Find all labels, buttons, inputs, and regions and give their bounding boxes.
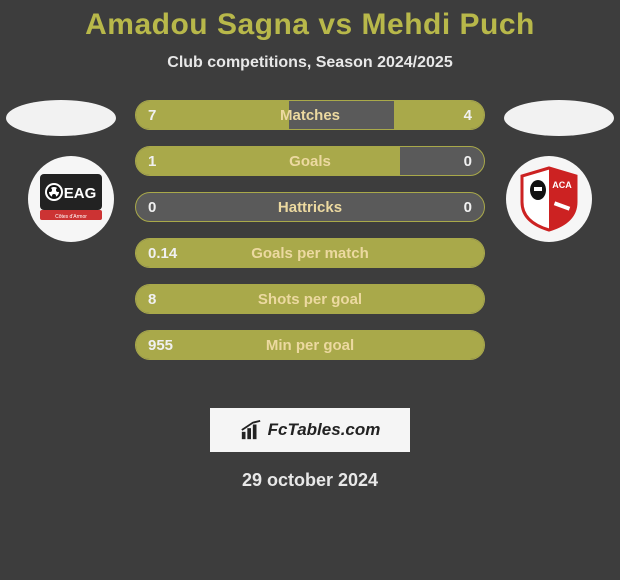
stat-row: Goals10 (135, 146, 485, 176)
stat-value-right (460, 285, 484, 313)
stat-value-left: 0 (136, 193, 168, 221)
stat-label: Hattricks (136, 193, 484, 221)
player1-ellipse (6, 100, 116, 136)
stat-fill-left (136, 147, 400, 175)
player2-ellipse (504, 100, 614, 136)
vs-text: vs (318, 8, 352, 41)
fctables-icon (240, 419, 262, 441)
content-wrapper: Amadou Sagna vs Mehdi Puch Club competit… (0, 0, 620, 580)
brand-badge: FcTables.com (210, 408, 410, 452)
stat-value-right: 4 (452, 101, 484, 129)
aca-badge-icon: ACA (514, 164, 584, 234)
brand-text: FcTables.com (268, 420, 381, 440)
svg-text:ACA: ACA (552, 180, 572, 190)
page-title: Amadou Sagna vs Mehdi Puch (0, 8, 620, 42)
club-badge-right: ACA (506, 156, 592, 242)
subtitle: Club competitions, Season 2024/2025 (0, 54, 620, 72)
stat-value-right (460, 239, 484, 267)
date-text: 29 october 2024 (0, 470, 620, 491)
eag-badge-icon: EAG Côtes d'Armor (36, 164, 106, 234)
stat-row: Shots per goal8 (135, 284, 485, 314)
stat-fill-left (136, 285, 484, 313)
stat-value-left: 8 (136, 285, 168, 313)
svg-text:Côtes d'Armor: Côtes d'Armor (55, 214, 87, 220)
player1-name: Amadou Sagna (85, 8, 309, 41)
stat-value-left: 955 (136, 331, 185, 359)
stat-row: Hattricks0 0 (135, 192, 485, 222)
comparison-stage: EAG Côtes d'Armor ACA Matches74Goals10Ha… (0, 100, 620, 400)
stat-row: Min per goal955 (135, 330, 485, 360)
stat-value-left: 7 (136, 101, 168, 129)
stat-value-left: 0.14 (136, 239, 189, 267)
stat-bars: Matches74Goals10Hattricks00Goals per mat… (135, 100, 485, 376)
stat-row: Matches74 (135, 100, 485, 130)
svg-text:EAG: EAG (64, 185, 97, 202)
stat-value-right: 0 (452, 147, 484, 175)
stat-value-right: 0 (452, 193, 484, 221)
player2-name: Mehdi Puch (362, 8, 535, 41)
stat-fill-left (136, 331, 484, 359)
stat-value-left: 1 (136, 147, 168, 175)
stat-row: Goals per match0.14 (135, 238, 485, 268)
stat-value-right (460, 331, 484, 359)
club-badge-left: EAG Côtes d'Armor (28, 156, 114, 242)
